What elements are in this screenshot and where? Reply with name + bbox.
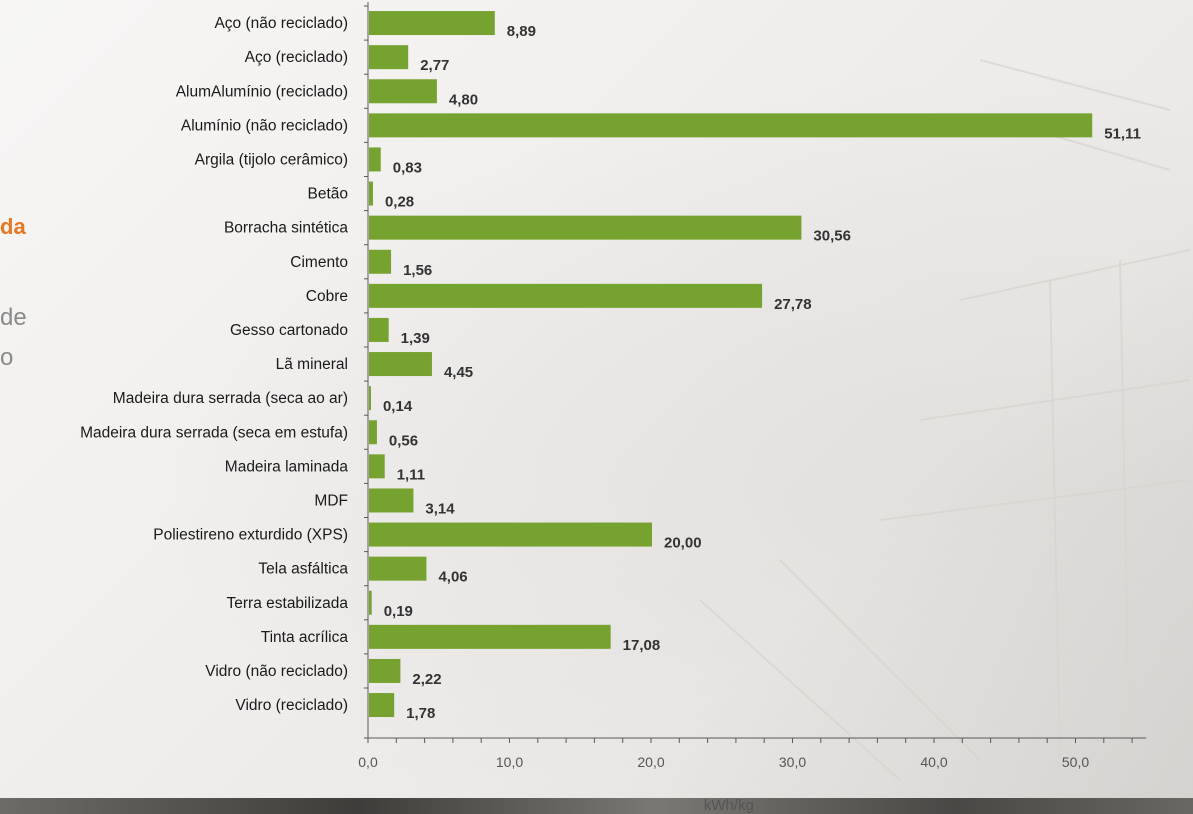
- category-label: Vidro (não reciclado): [205, 663, 348, 680]
- bar: [369, 181, 373, 206]
- data-label: 2,22: [412, 671, 441, 688]
- data-label: 51,11: [1104, 125, 1141, 142]
- data-label: 1,56: [403, 262, 432, 279]
- bar: [369, 590, 372, 615]
- data-label: 0,56: [389, 432, 418, 449]
- bar: [369, 693, 395, 718]
- background-heading-fragment: da: [0, 214, 26, 239]
- category-label: Lã mineral: [276, 356, 348, 373]
- data-label: 0,19: [384, 603, 413, 620]
- category-label: Vidro (reciclado): [235, 697, 348, 714]
- bar: [369, 624, 611, 649]
- data-label: 17,08: [623, 637, 661, 654]
- bar: [369, 658, 401, 683]
- category-label: Betão: [307, 186, 348, 203]
- bar: [369, 283, 763, 308]
- bar: [369, 11, 495, 36]
- data-label: 8,89: [507, 23, 536, 40]
- data-label: 20,00: [664, 535, 702, 552]
- x-axis-title: kWh/kg: [704, 797, 754, 814]
- bar: [369, 45, 409, 70]
- category-label: Tinta acrílica: [261, 629, 349, 646]
- category-label: MDF: [314, 492, 348, 509]
- data-label: 0,14: [383, 398, 413, 415]
- bar: [369, 488, 414, 513]
- bar: [369, 556, 427, 581]
- bar: [369, 215, 802, 240]
- category-label: Alumínio (não reciclado): [181, 117, 348, 134]
- category-label: Aço (reciclado): [245, 49, 348, 66]
- category-label: Cimento: [290, 254, 348, 271]
- data-label: 1,78: [406, 705, 435, 722]
- bar: [369, 113, 1093, 138]
- data-label: 4,45: [444, 364, 473, 381]
- data-label: 2,77: [420, 57, 449, 74]
- data-label: 4,06: [438, 569, 467, 586]
- category-label: Madeira dura serrada (seca ao ar): [113, 390, 348, 407]
- data-label: 1,39: [401, 330, 430, 347]
- bar: [369, 386, 371, 411]
- data-label: 1,11: [397, 466, 425, 483]
- background-text-fragment-2: o: [0, 344, 14, 371]
- x-tick-label: 10,0: [496, 754, 523, 770]
- category-label: Gesso cartonado: [230, 322, 348, 339]
- bar: [369, 454, 385, 479]
- category-label: AlumAlumínio (reciclado): [176, 83, 348, 100]
- x-tick-label: 50,0: [1062, 754, 1089, 770]
- data-label: 27,78: [774, 296, 812, 313]
- category-label: Cobre: [306, 288, 348, 305]
- data-label: 3,14: [425, 500, 455, 517]
- category-label: Tela asfáltica: [258, 561, 348, 578]
- data-label: 0,83: [393, 159, 422, 176]
- bar: [369, 147, 381, 172]
- bar: [369, 522, 652, 547]
- category-label: Terra estabilizada: [227, 595, 349, 612]
- bar: [369, 79, 437, 104]
- bar: [369, 352, 432, 377]
- category-label: Aço (não reciclado): [214, 15, 348, 32]
- data-label: 0,28: [385, 194, 414, 211]
- data-label: 30,56: [813, 228, 851, 245]
- x-tick-label: 0,0: [358, 754, 378, 770]
- bottom-photo-strip: [0, 798, 1193, 814]
- category-label: Madeira laminada: [225, 458, 349, 475]
- bar: [369, 317, 389, 342]
- category-label: Madeira dura serrada (seca em estufa): [80, 424, 348, 441]
- data-label: 4,80: [449, 91, 478, 108]
- bar: [369, 420, 377, 445]
- category-label: Poliestireno exturdido (XPS): [153, 527, 348, 544]
- x-tick-label: 20,0: [637, 754, 664, 770]
- bar: [369, 249, 392, 274]
- x-tick-label: 40,0: [920, 754, 947, 770]
- category-label: Borracha sintética: [224, 220, 348, 237]
- category-label: Argila (tijolo cerâmico): [195, 151, 348, 168]
- background-text-fragment-1: de: [0, 304, 27, 331]
- x-tick-label: 30,0: [779, 754, 806, 770]
